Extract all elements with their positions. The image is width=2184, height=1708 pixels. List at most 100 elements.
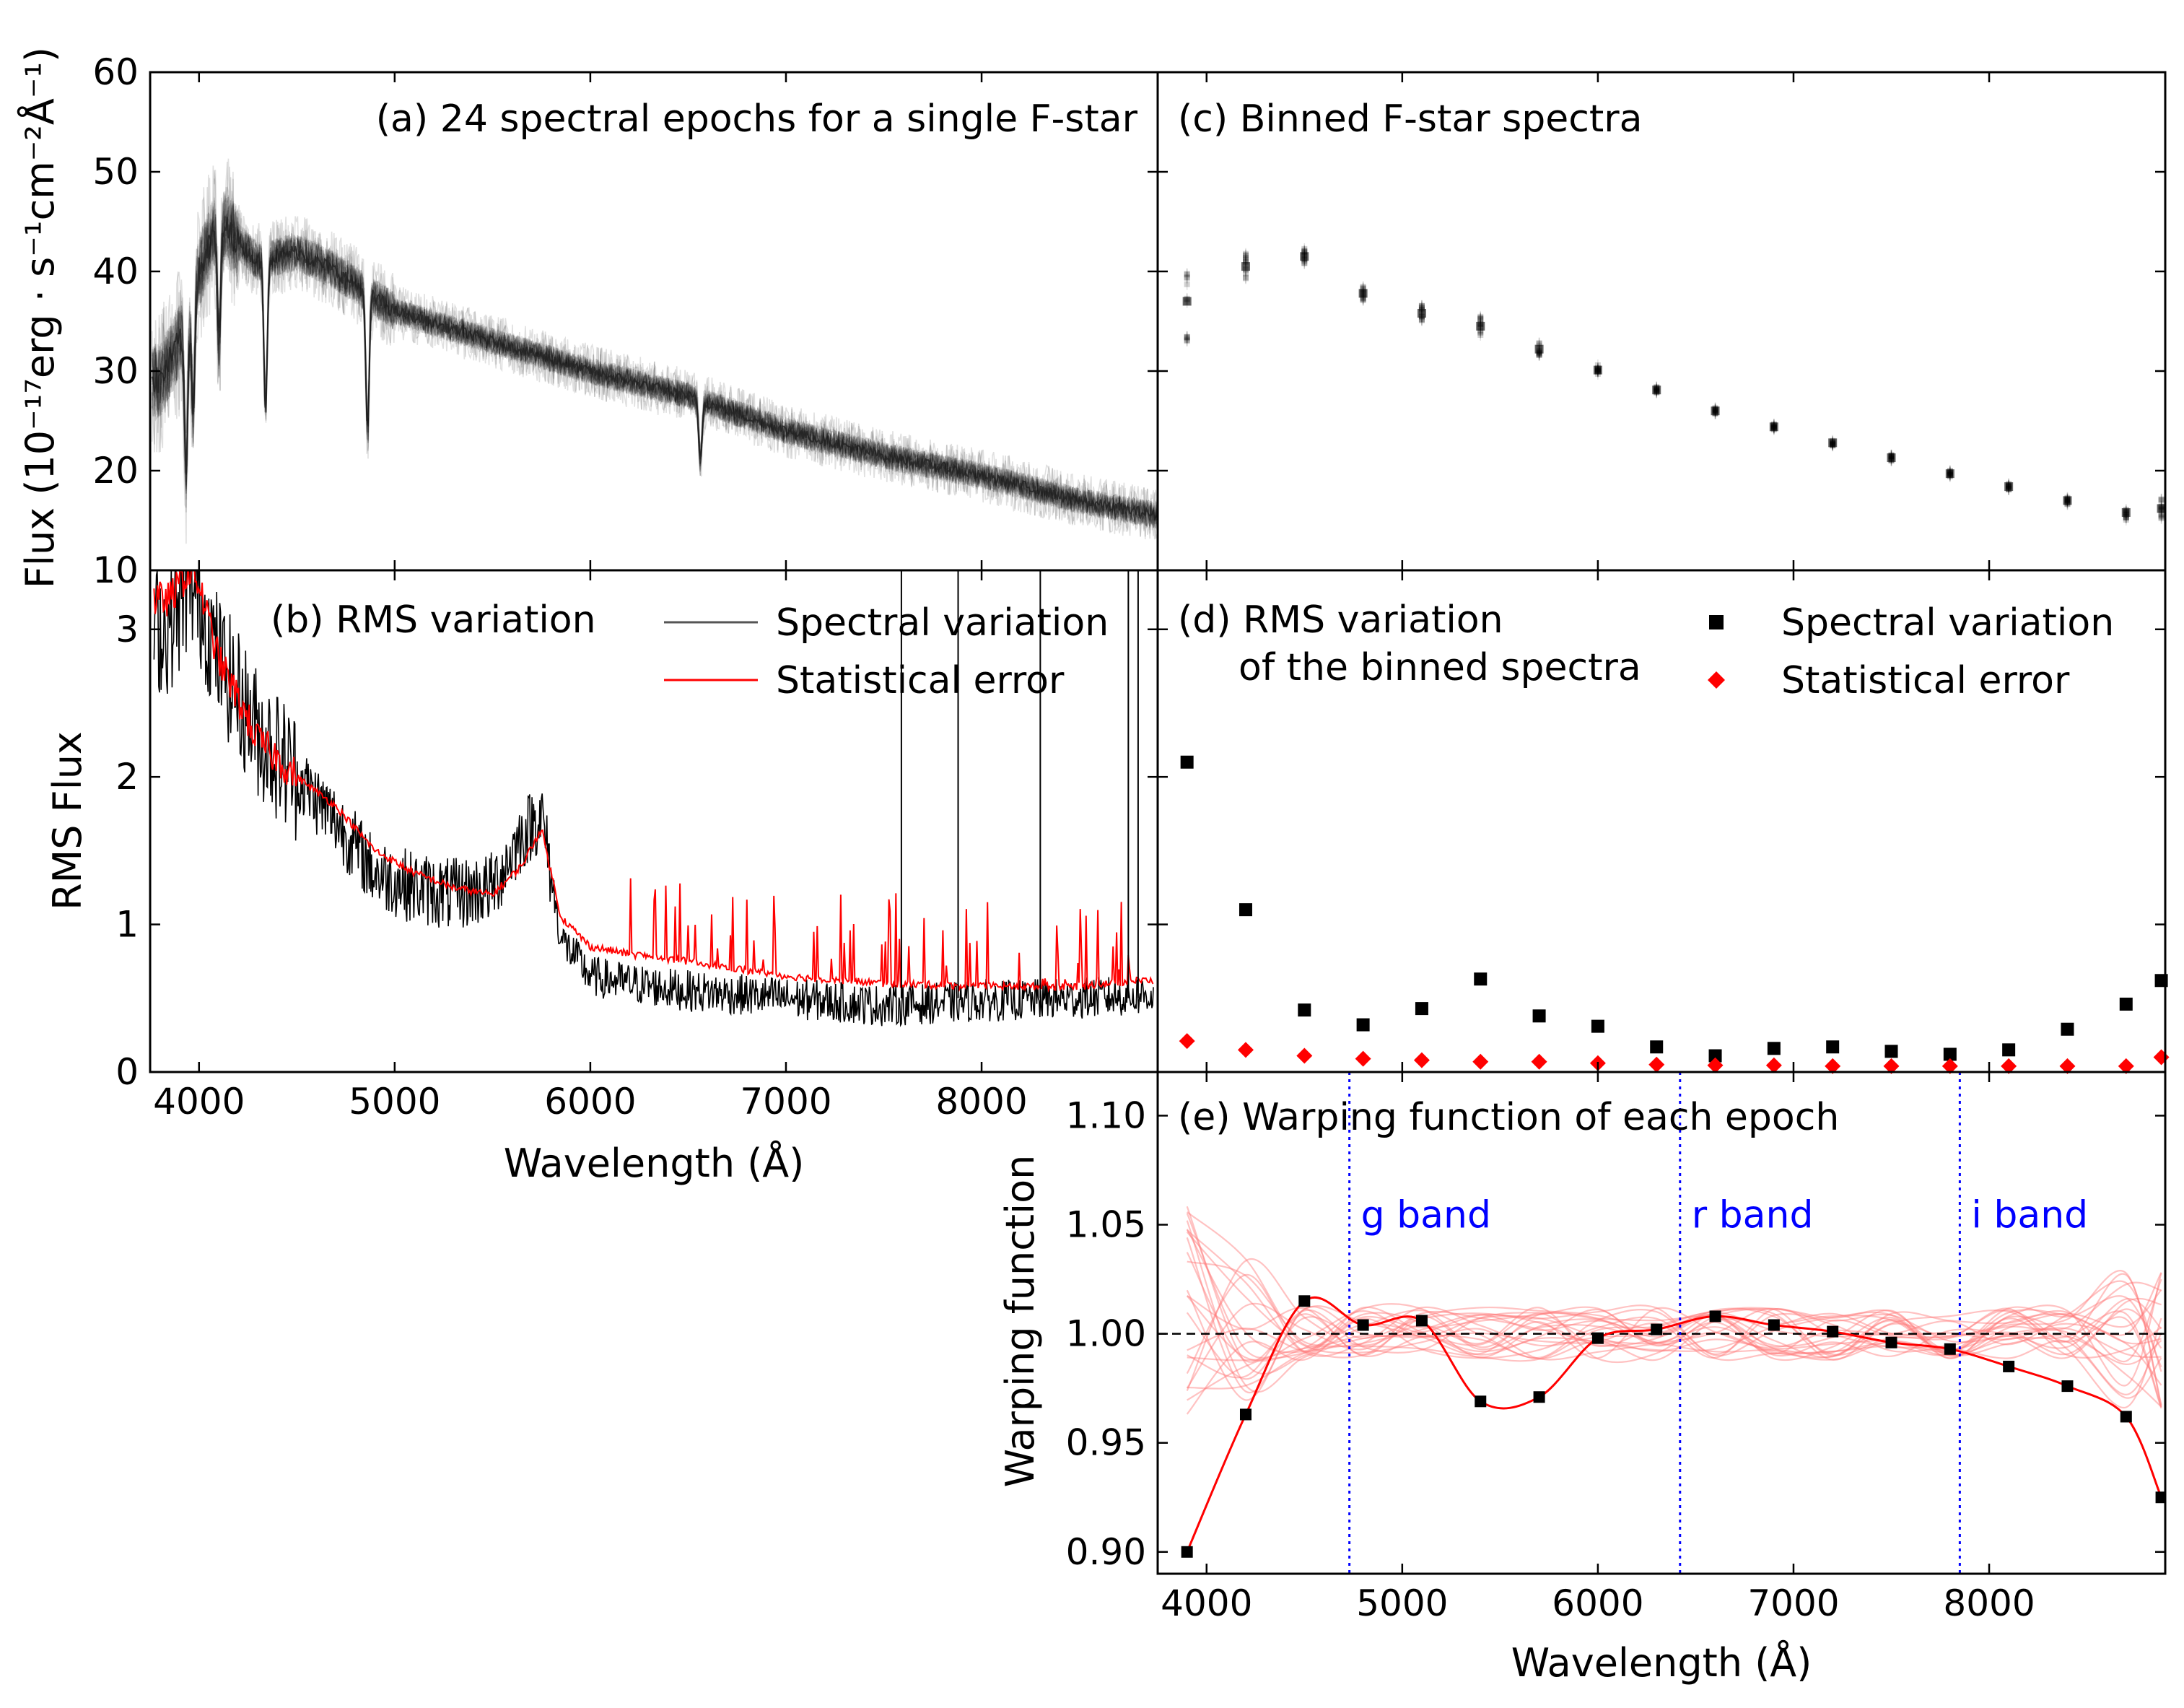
panel-d-title-line2: of the binned spectra	[1239, 646, 1641, 689]
x-tick-label: 6000	[544, 1081, 636, 1123]
rms-spectral-point	[1884, 1045, 1898, 1058]
rms-statistical-point	[1237, 1042, 1254, 1058]
band-label: i band	[1971, 1194, 2088, 1237]
y-tick-label: 0.90	[1066, 1531, 1146, 1573]
x-tick-label: 7000	[740, 1081, 831, 1123]
warp-node-point	[2003, 1360, 2015, 1372]
warp-node-point	[2155, 1491, 2165, 1504]
x-tick-label: 8000	[1943, 1582, 2035, 1624]
binned-epoch-point	[1536, 340, 1542, 347]
binned-epoch-point	[1242, 275, 1249, 282]
panel-b-title: (b) RMS variation	[271, 598, 596, 642]
binned-epoch-point	[1536, 352, 1542, 358]
panel-e-frame	[1156, 1071, 2167, 1575]
binned-epoch-point	[1418, 303, 1425, 310]
binned-epoch-point	[1184, 335, 1190, 341]
spectra-group	[151, 158, 1158, 544]
rms-spectral-point	[1356, 1018, 1370, 1032]
binned-epoch-point	[1184, 334, 1190, 341]
x-tick-label: 4000	[153, 1081, 245, 1123]
x-tick-label: 6000	[1552, 1582, 1643, 1624]
epoch-warp-curve	[1186, 1229, 2162, 1361]
binned-epoch-point	[1301, 260, 1308, 266]
warp-node-point	[1651, 1323, 1663, 1336]
binned-epoch-point	[1301, 248, 1308, 255]
binned-epoch-point	[1477, 315, 1484, 322]
panel-e: g band r band i band (e) Warping function …	[997, 1071, 2167, 1686]
rms-statistical-point	[1765, 1057, 1782, 1073]
binned-epoch-point	[2158, 514, 2165, 520]
binned-epoch-point	[1477, 329, 1484, 336]
warp-node-point	[1357, 1319, 1369, 1331]
binned-epoch-point	[1418, 317, 1425, 323]
binned-point	[1534, 344, 1544, 354]
panel-a: (a) 24 spectral epochs for a single F-st…	[92, 51, 1159, 591]
binned-epoch-point	[1536, 340, 1542, 347]
rms-spectral-point	[1415, 1002, 1428, 1016]
binned-epoch-point	[1418, 305, 1425, 311]
y-tick-label: 60	[92, 51, 139, 93]
x-axis-label-e: Wavelength (Å)	[1511, 1639, 1812, 1686]
rms-statistical-point	[2153, 1049, 2170, 1066]
binned-epoch-point	[1242, 257, 1249, 263]
binned-epoch-point	[1184, 274, 1190, 281]
y-tick-label: 1.05	[1066, 1204, 1146, 1246]
y-tick-label: 3	[115, 609, 139, 650]
legend-label-statistical: Statistical error	[776, 659, 1065, 702]
binned-point	[1711, 406, 1720, 416]
rms-spectral-point	[1298, 1003, 1311, 1017]
rms-spectral-point	[2002, 1043, 2016, 1057]
epoch-warp-curve	[1186, 1231, 2162, 1363]
rms-spectral-point	[1239, 903, 1252, 917]
epoch-spectrum	[151, 196, 1158, 526]
rms-spectral-point	[1767, 1042, 1781, 1055]
y-tick-label: 0.95	[1066, 1422, 1146, 1464]
rms-spectral-point	[1826, 1040, 1840, 1054]
binned-epoch-point	[1360, 295, 1366, 302]
binned-epoch-point	[1242, 250, 1249, 257]
rms-statistical-point	[1648, 1056, 1665, 1073]
epoch-spectrum	[151, 199, 1158, 528]
epoch-spectrum	[151, 212, 1158, 528]
binned-epoch-point	[1301, 248, 1308, 255]
rms-statistical-point	[1531, 1053, 1547, 1070]
rms-spectral-point	[2061, 1022, 2074, 1036]
binned-point	[1300, 252, 1309, 261]
rms-spectral-point	[1532, 1009, 1546, 1023]
epoch-spectrum	[151, 206, 1158, 528]
band-label: r band	[1692, 1194, 1814, 1237]
binned-epoch-point	[1184, 338, 1190, 344]
epoch-spectrum	[151, 192, 1158, 529]
x-tick-label: 7000	[1747, 1582, 1839, 1624]
binned-epoch-point	[1536, 352, 1542, 358]
binned-point	[1769, 422, 1778, 432]
epoch-warp-curve	[1187, 1289, 2162, 1356]
binned-epoch-point	[1242, 255, 1249, 261]
binned-epoch-point	[2123, 515, 2129, 521]
rms-spectral-point	[2119, 997, 2133, 1011]
binned-epoch-point	[1301, 260, 1308, 266]
warp-node-point	[1591, 1332, 1604, 1344]
rms-statistical-point	[1941, 1058, 1958, 1074]
binned-epoch-point	[1360, 295, 1366, 302]
binned-point	[1476, 321, 1485, 331]
rms-statistical-point	[1472, 1053, 1489, 1070]
binned-point	[1358, 289, 1368, 298]
epoch-spectrum	[151, 199, 1158, 528]
binned-epoch-point	[1301, 248, 1308, 254]
panel-e-title: (e) Warping function of each epoch	[1178, 1096, 1839, 1139]
rms-statistical-point	[2001, 1058, 2017, 1074]
legend-label-spectral: Spectral variation	[776, 601, 1109, 645]
warp-node-point	[2120, 1411, 2132, 1423]
binned-epoch-point	[2158, 515, 2165, 521]
rms-group	[153, 570, 1154, 1027]
epoch-spectrum	[151, 202, 1158, 528]
binned-epoch-point	[1418, 303, 1425, 310]
y-tick-label: 50	[92, 151, 139, 193]
binned-epoch-point	[1360, 285, 1366, 292]
binned-epoch-point	[2123, 514, 2129, 520]
epoch-warp-curve	[1186, 1258, 2162, 1392]
legend-marker-spectral	[1709, 615, 1724, 629]
binned-epoch-point	[1184, 334, 1190, 340]
